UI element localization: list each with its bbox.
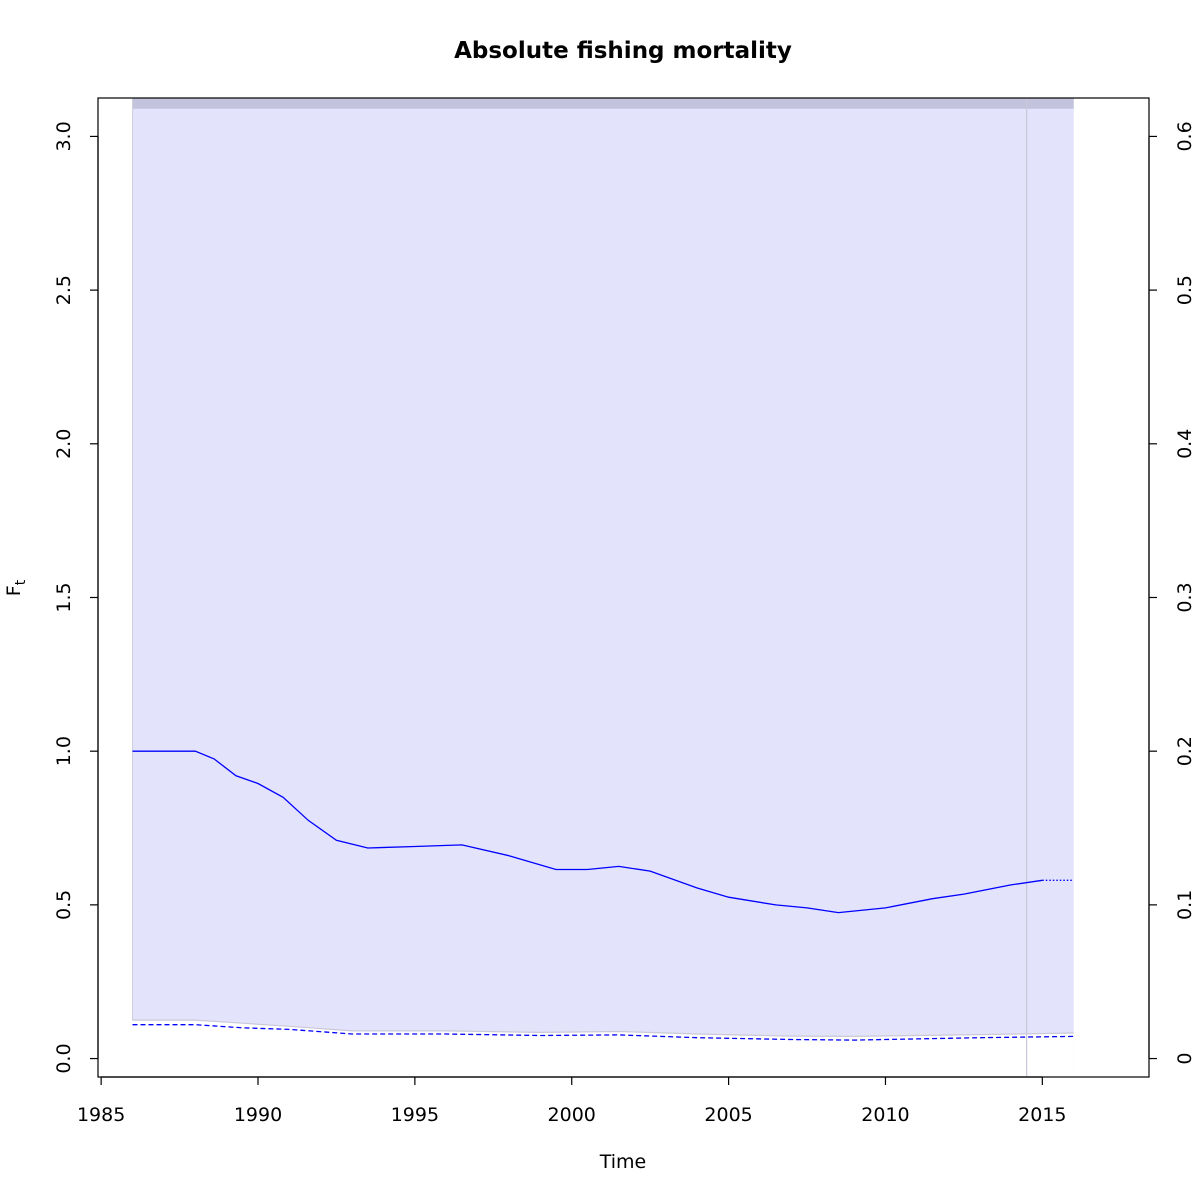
y2-tick-label: 0.1 — [1174, 890, 1196, 920]
y-axis-left: 0.0 0.5 1.0 1.5 2.0 2.5 3.0 — [53, 121, 99, 1074]
x-tick-label: 1990 — [234, 1104, 282, 1126]
x-tick-label: 2005 — [704, 1104, 752, 1126]
y2-tick-label: 0.2 — [1174, 736, 1196, 766]
lower-bound-line — [132, 1019, 1074, 1038]
y2-tick-label: 0.6 — [1174, 121, 1196, 151]
y-axis-label-subscript: t — [13, 579, 29, 585]
y-tick-label: 2.0 — [53, 429, 75, 459]
confidence-band-layer — [132, 98, 1074, 1076]
x-tick-label: 1985 — [77, 1104, 125, 1126]
x-tick-label: 1995 — [391, 1104, 439, 1126]
series-layer — [132, 750, 1074, 1041]
y-tick-label: 1.5 — [53, 582, 75, 612]
y-tick-label: 0.0 — [53, 1043, 75, 1073]
x-tick-label: 2015 — [1018, 1104, 1066, 1126]
y-tick-label: 0.5 — [53, 890, 75, 920]
confidence-band — [132, 98, 1074, 1076]
chart-title: Absolute fishing mortality — [454, 38, 792, 64]
y2-tick-label: 0 — [1174, 1053, 1196, 1065]
y2-tick-label: 0.4 — [1174, 429, 1196, 459]
x-tick-label: 2010 — [861, 1104, 909, 1126]
y-axis-label-group: Ft — [3, 579, 29, 596]
y-tick-label: 1.0 — [53, 736, 75, 766]
y2-tick-label: 0.5 — [1174, 275, 1196, 305]
y-axis-label: Ft — [3, 579, 29, 596]
confidence-band-top-strip — [132, 98, 1074, 109]
x-axis-label: Time — [599, 1151, 647, 1173]
y-tick-label: 3.0 — [53, 121, 75, 151]
y-axis-label-main: F — [3, 585, 25, 596]
y-axis-right: 0 0.1 0.2 0.3 0.4 0.5 0.6 — [1148, 121, 1196, 1065]
y-tick-label: 2.5 — [53, 275, 75, 305]
y2-tick-label: 0.3 — [1174, 582, 1196, 612]
x-axis: 1985 1990 1995 2000 2005 2010 2015 — [77, 1076, 1067, 1126]
series-line-solid — [132, 750, 1043, 914]
x-tick-label: 2000 — [548, 1104, 596, 1126]
